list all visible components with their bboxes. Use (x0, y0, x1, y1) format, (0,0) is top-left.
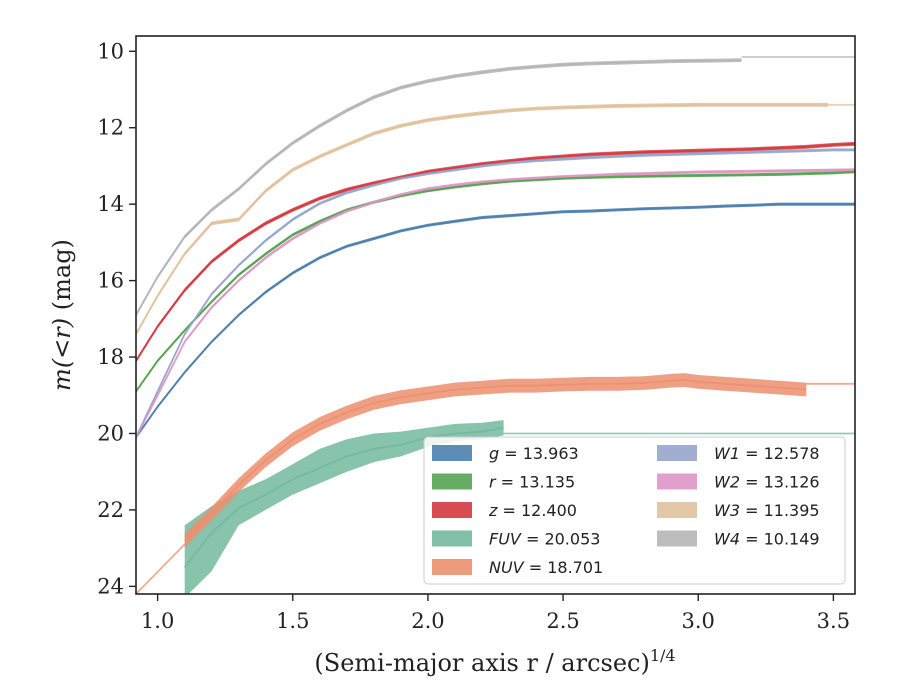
nuv-line (184, 379, 807, 542)
legend-label-z: z = 12.400 (488, 501, 577, 520)
legend-label-w3: W3 = 11.395 (714, 501, 820, 520)
y-axis-label: m(<r) (mag) (48, 239, 76, 391)
y-axis-ticks: 10 12 14 16 18 20 22 24 (97, 39, 136, 598)
legend-swatch-w3 (657, 502, 697, 518)
r-line (136, 170, 855, 392)
w3-line (136, 103, 828, 335)
x-tick-label: 3.5 (817, 609, 850, 633)
x-tick-label: 3.0 (682, 609, 715, 633)
z-line (136, 142, 855, 362)
legend-swatch-fuv (432, 530, 472, 547)
g-line (136, 203, 855, 438)
legend-swatch-nuv (432, 559, 472, 575)
r-band (136, 170, 855, 393)
x-tick-label: 1.0 (141, 609, 174, 633)
x-tick-label: 1.5 (276, 609, 309, 633)
legend: g = 13.963 r = 13.135 z = 12.400 FUV = 20.0… (423, 436, 846, 585)
y-tick-label: 20 (97, 421, 124, 445)
legend-swatch-g (432, 445, 472, 461)
legend-swatch-r (432, 473, 472, 490)
w4-line (136, 59, 742, 316)
legend-label-w2: W2 = 13.126 (714, 473, 820, 492)
w2-line (136, 168, 855, 438)
legend-swatch-w4 (657, 530, 697, 547)
legend-swatch-w2 (657, 473, 697, 490)
legend-box (423, 436, 846, 585)
y-tick-label: 10 (97, 39, 124, 63)
y-tick-label: 24 (97, 574, 124, 598)
x-tick-label: 2.0 (411, 609, 444, 633)
w2-band (136, 168, 855, 439)
nuv-inner-extension-line (136, 543, 186, 594)
w1-band (136, 148, 855, 439)
y-tick-label: 12 (97, 116, 124, 140)
legend-label-nuv: NUV = 18.701 (489, 558, 603, 577)
nuv-band (184, 373, 807, 548)
legend-label-g: g = 13.963 (489, 444, 579, 463)
legend-swatch-w1 (657, 445, 697, 461)
plot-frame (135, 35, 856, 595)
y-tick-label: 22 (97, 498, 124, 522)
x-tick-label: 2.5 (546, 609, 579, 633)
legend-label-fuv: FUV = 20.053 (489, 530, 600, 549)
y-tick-label: 16 (97, 269, 124, 293)
fuv-line (183, 426, 504, 568)
w1-line (136, 149, 855, 438)
legend-label-w4: W4 = 10.149 (714, 530, 820, 549)
legend-label-r: r = 13.135 (489, 473, 575, 492)
series-lines (136, 56, 855, 594)
y-tick-label: 18 (97, 345, 124, 369)
x-axis-label: (Semi-major axis r / arcsec)1/4 (314, 646, 675, 677)
legend-label-w1: W1 = 12.578 (714, 444, 820, 463)
x-axis-ticks: 1.0 1.5 2.0 2.5 3.0 3.5 (141, 594, 850, 633)
legend-swatch-z (432, 502, 472, 518)
y-tick-label: 14 (97, 192, 124, 216)
